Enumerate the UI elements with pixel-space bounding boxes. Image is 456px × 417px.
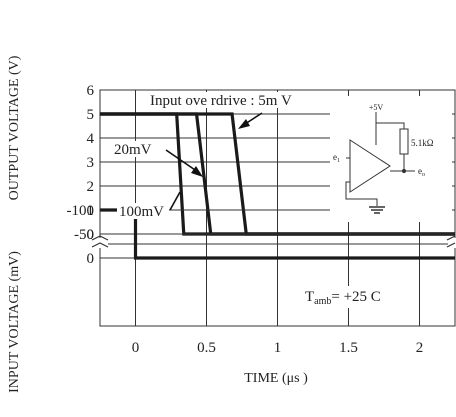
comparator-schematic-inset: [330, 96, 452, 222]
axis-break-marks: [91, 235, 456, 248]
time-x-tick-label: 1: [274, 340, 282, 356]
input-y-tick-label: -50: [74, 227, 94, 243]
resistor-label: 5.1kΩ: [411, 138, 434, 148]
arrow-100mv: [169, 191, 181, 211]
output-y-tick-label: 1: [87, 203, 95, 219]
label-20mv: 20mV: [114, 142, 152, 158]
ambient-temperature-annotation: Tamb= +25 C: [305, 289, 381, 307]
arrow-20mv-head: [191, 166, 203, 177]
label-100mv-bg: [117, 203, 169, 219]
label-100mv: 100mV: [119, 204, 164, 220]
arrow-20mv: [165, 149, 199, 173]
output-voltage-axis-label: OUTPUT VOLTAGE (V): [7, 55, 22, 200]
time-x-tick-label: 0: [132, 340, 140, 356]
output-y-tick-label: 0: [87, 227, 95, 243]
input-voltage-axis-label: INPUT VOLTAGE (mV): [7, 251, 22, 393]
output-y-tick-label: 4: [87, 131, 95, 147]
time-x-tick-label: 2: [416, 340, 424, 356]
input-y-tick-label: -100: [67, 203, 95, 219]
output-y-tick-label: 5: [87, 107, 95, 123]
tamb-label-bg: [302, 286, 412, 308]
output-y-tick-label: 6: [87, 83, 95, 99]
output-y-tick-label: 3: [87, 155, 95, 171]
output-node-label: eo: [418, 166, 425, 178]
overdrive-label-bg: [148, 92, 316, 108]
input-y-tick-label: 0: [87, 251, 95, 267]
supply-label: +5V: [369, 103, 384, 112]
time-x-tick-label: 1.5: [339, 340, 358, 356]
input-y-ticks: 0-50-100: [67, 203, 95, 267]
input-panel: 0-50-100 0 0.5 1 1.5 2: [67, 203, 456, 356]
comparator-triangle: [349, 139, 391, 193]
output-y-tick-label: 2: [87, 179, 95, 195]
time-x-tick-label: 0.5: [197, 340, 216, 356]
output-y-ticks: 6 5 4 3 2 1 0: [87, 83, 95, 243]
label-20mv-bg: [112, 141, 160, 157]
input-node-label: e1: [333, 152, 340, 164]
time-axis-label: TIME (μs ): [244, 371, 308, 386]
overdrive-arrow-head: [238, 119, 250, 129]
time-x-ticks: 0 0.5 1 1.5 2: [132, 340, 424, 356]
overdrive-annotation: Input ove rdrive : 5m V: [150, 93, 292, 109]
